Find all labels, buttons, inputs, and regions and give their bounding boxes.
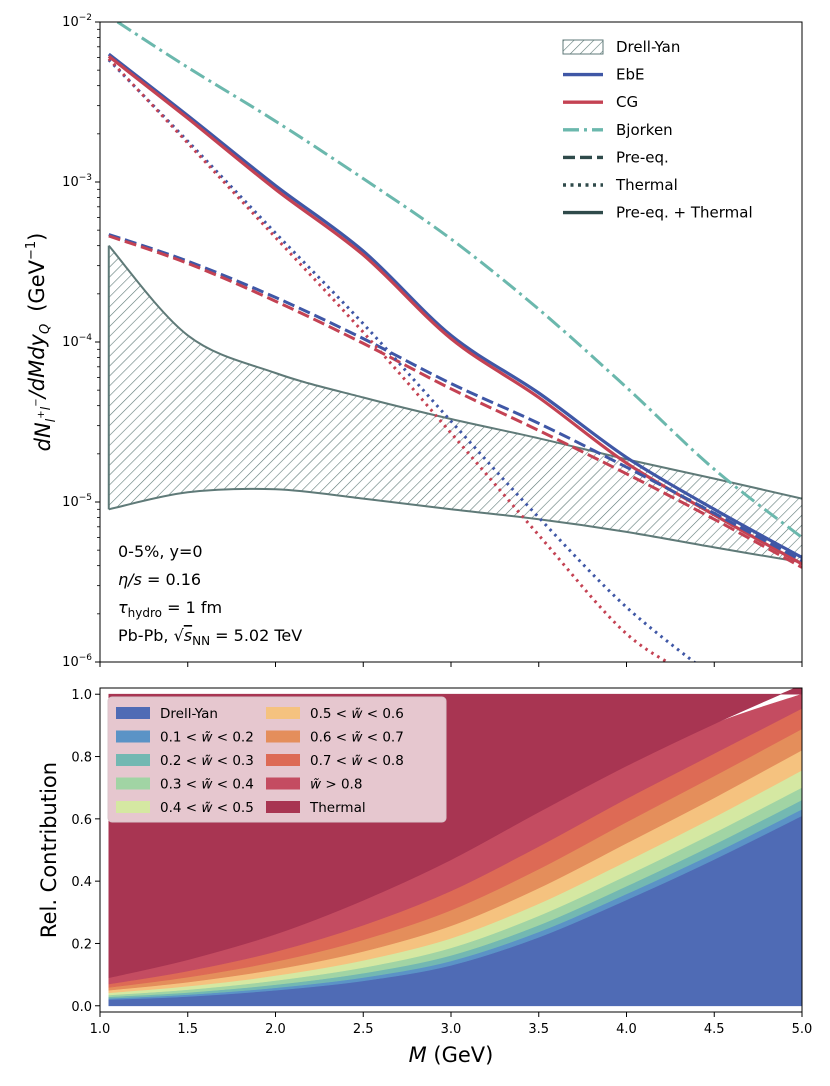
legend-entry-drell-yan: Drell-Yan bbox=[562, 38, 680, 56]
bottom-legend-label: w̃ > 0.8 bbox=[310, 777, 362, 793]
bottom-legend-swatch bbox=[116, 754, 150, 766]
drell-yan-band bbox=[108, 245, 802, 563]
bottom-x-tick-label: 1.5 bbox=[177, 1022, 198, 1037]
series-cg-thermal bbox=[107, 57, 671, 662]
top-y-tick-label: 10−2 bbox=[62, 13, 92, 30]
legend-label: Drell-Yan bbox=[616, 38, 680, 56]
drell-yan-band-layer bbox=[107, 245, 802, 564]
drell-yan-band-lower-edge bbox=[108, 487, 802, 564]
top-y-tick-label: 10−4 bbox=[62, 333, 92, 350]
legend-label: Pre-eq. bbox=[616, 148, 669, 166]
bottom-y-tick-label: 0.8 bbox=[71, 751, 92, 766]
bottom-legend-swatch bbox=[266, 730, 300, 743]
bottom-x-tick-label: 3.0 bbox=[441, 1022, 462, 1037]
bottom-y-tick-label: 0.6 bbox=[71, 813, 92, 828]
bottom-x-tick-label: 3.5 bbox=[528, 1022, 549, 1037]
bottom-legend-entry: 0.7 < w̃ < 0.8 bbox=[266, 753, 404, 769]
bottom-legend-swatch bbox=[266, 777, 300, 790]
legend-entry-pre-eq: Pre-eq. bbox=[563, 148, 669, 166]
bottom-legend-entry: 0.2 < w̃ < 0.3 bbox=[116, 753, 254, 769]
bottom-y-tick-label: 0.4 bbox=[71, 875, 92, 890]
series-ebe-thermal bbox=[107, 58, 697, 662]
bottom-x-tick-label: 2.5 bbox=[353, 1022, 374, 1037]
bottom-legend: Drell-Yan 0.1 < w̃ < 0.2 0.2 < w̃ < 0.3 0.3… bbox=[107, 696, 447, 823]
bottom-legend-entry: w̃ > 0.8 bbox=[266, 777, 362, 793]
bottom-legend-entry: Drell-Yan bbox=[116, 706, 218, 722]
top-y-axis-label: dNl+l−/dMdyQ(GeV−1) bbox=[24, 233, 59, 452]
top-plot-frame bbox=[99, 21, 803, 663]
spectrum-panel: 10−6 10−5 10−4 10−3 10−2 dNl+l−/dMdyQ(GeV−1)… bbox=[24, 13, 803, 670]
bottom-y-tick-label: 1.0 bbox=[71, 688, 92, 703]
bottom-x-tick-label: 5.0 bbox=[792, 1022, 813, 1037]
bottom-legend-entry: 0.4 < w̃ < 0.5 bbox=[116, 800, 254, 816]
top-legend: Drell-Yan EbE CG Bjorken Pre-eq. Thermal Pre-e… bbox=[562, 38, 753, 222]
legend-label: Bjorken bbox=[616, 121, 673, 139]
x-axis-label: M (GeV) bbox=[409, 1043, 494, 1067]
legend-entry-pre-eq-thermal: Pre-eq. + Thermal bbox=[563, 204, 753, 222]
bottom-legend-swatch bbox=[266, 707, 300, 719]
bottom-legend-label: 0.1 < w̃ < 0.2 bbox=[160, 730, 254, 746]
legend-entry-ebe: EbE bbox=[563, 66, 644, 84]
bottom-y-tick-label: 0.0 bbox=[71, 1000, 92, 1015]
bottom-legend-label: 0.5 < w̃ < 0.6 bbox=[310, 706, 404, 722]
annotation-system: Pb-Pb, √sNN = 5.02 TeV bbox=[118, 626, 302, 648]
bottom-legend-entry: 0.3 < w̃ < 0.4 bbox=[116, 777, 254, 793]
bottom-legend-swatch bbox=[116, 707, 150, 719]
bottom-legend-label: Thermal bbox=[309, 800, 366, 816]
legend-label: Thermal bbox=[615, 176, 678, 194]
series-ebe-pre-eq-thermal bbox=[107, 52, 802, 559]
legend-swatch-hatch bbox=[562, 39, 604, 55]
bottom-legend-label: Drell-Yan bbox=[160, 706, 218, 722]
bottom-legend-entry: Thermal bbox=[266, 800, 366, 816]
bottom-legend-label: 0.6 < w̃ < 0.7 bbox=[310, 730, 404, 746]
relative-contribution-panel: 0.0 0.2 0.4 0.6 0.8 1.0 1.0 1.5 2.0 2.5 3.0 3.5 4.0… bbox=[37, 687, 813, 1067]
legend-label: CG bbox=[616, 93, 638, 111]
bottom-x-tick-label: 1.0 bbox=[90, 1022, 111, 1037]
legend-label: EbE bbox=[616, 66, 644, 84]
drell-yan-band-upper-edge bbox=[108, 245, 802, 500]
bottom-legend-swatch bbox=[116, 730, 150, 743]
bottom-y-tick-label: 0.2 bbox=[71, 937, 92, 952]
top-y-tick-label: 10−6 bbox=[62, 653, 92, 670]
top-y-tick-label: 10−5 bbox=[62, 493, 92, 510]
bottom-legend-entry: 0.6 < w̃ < 0.7 bbox=[266, 730, 404, 746]
bottom-legend-swatch bbox=[266, 801, 300, 813]
series-ebe-pre-eq bbox=[108, 233, 802, 562]
bottom-legend-entry: 0.5 < w̃ < 0.6 bbox=[266, 706, 404, 722]
bottom-x-tick-label: 4.5 bbox=[704, 1022, 725, 1037]
legend-entry-bjorken: Bjorken bbox=[563, 121, 673, 139]
annotation-block: 0-5%, y=0 η/s = 0.16 τhydro = 1 fm Pb-Pb… bbox=[118, 542, 302, 648]
top-y-tick-label: 10−3 bbox=[62, 173, 92, 190]
bottom-legend-label: 0.4 < w̃ < 0.5 bbox=[160, 800, 254, 816]
legend-label: Pre-eq. + Thermal bbox=[616, 204, 753, 222]
bottom-legend-label: 0.7 < w̃ < 0.8 bbox=[310, 753, 404, 769]
bottom-legend-swatch bbox=[266, 754, 300, 766]
spectrum-lines-layer bbox=[107, 22, 802, 662]
bottom-x-ticks: 1.0 1.5 2.0 2.5 3.0 3.5 4.0 4.5 5.0 bbox=[90, 1012, 813, 1037]
bottom-y-axis-label: Rel. Contribution bbox=[37, 762, 61, 938]
annotation-eta-over-s: η/s = 0.16 bbox=[118, 570, 201, 589]
legend-entry-cg: CG bbox=[563, 93, 638, 111]
top-x-ticks bbox=[99, 662, 803, 667]
bottom-legend-label: 0.3 < w̃ < 0.4 bbox=[160, 777, 254, 793]
bottom-legend-swatch bbox=[116, 801, 150, 813]
annotation-tau-hydro: τhydro = 1 fm bbox=[118, 598, 222, 620]
legend-entry-thermal: Thermal bbox=[563, 176, 678, 194]
bottom-legend-swatch bbox=[116, 777, 150, 790]
bottom-legend-label: 0.2 < w̃ < 0.3 bbox=[160, 753, 254, 769]
bottom-y-ticks: 0.0 0.2 0.4 0.6 0.8 1.0 bbox=[71, 688, 100, 1015]
top-y-ticks: 10−6 10−5 10−4 10−3 10−2 bbox=[62, 13, 100, 670]
bottom-legend-entry: 0.1 < w̃ < 0.2 bbox=[116, 730, 254, 746]
series-bjorken bbox=[116, 22, 802, 539]
bottom-x-tick-label: 2.0 bbox=[265, 1022, 286, 1037]
annotation-centrality: 0-5%, y=0 bbox=[118, 542, 203, 561]
series-cg-pre-eq bbox=[108, 234, 802, 569]
bottom-x-tick-label: 4.0 bbox=[616, 1022, 637, 1037]
